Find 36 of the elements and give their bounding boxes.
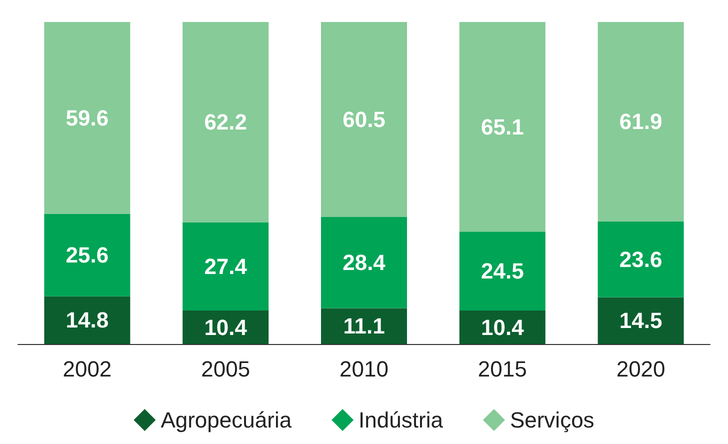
data-label: 59.6	[66, 105, 109, 130]
data-label: 14.8	[66, 308, 109, 333]
bar	[321, 216, 407, 308]
data-label: 28.4	[342, 250, 386, 276]
x-tick-label: 2005	[201, 356, 250, 382]
data-label: 14.5	[619, 308, 662, 334]
bar	[598, 297, 684, 344]
data-label: 23.6	[619, 246, 662, 272]
x-tick-label: 2020	[616, 356, 666, 382]
data-label: 62.2	[204, 110, 248, 135]
bar	[182, 222, 269, 311]
data-label: 27.4	[204, 254, 248, 279]
data-label: 25.6	[66, 242, 109, 268]
data-label: 60.5	[342, 106, 386, 132]
x-tick-label: 2015	[478, 356, 527, 382]
x-tick-label: 2002	[62, 356, 112, 382]
data-label: 61.9	[619, 109, 662, 134]
bar	[182, 22, 269, 222]
legend-label: Indústria	[358, 408, 444, 432]
data-label: 10.4	[204, 314, 248, 340]
bar	[44, 214, 130, 296]
legend-label: Agropecuária	[160, 408, 292, 432]
data-label: 11.1	[343, 314, 385, 339]
legend-label: Serviços	[510, 408, 594, 432]
x-tick-label: 2010	[340, 356, 388, 382]
bar	[321, 308, 407, 344]
bar	[44, 22, 130, 214]
bar	[459, 232, 546, 311]
data-label: 10.4	[480, 314, 525, 340]
bar	[598, 22, 684, 222]
bar	[44, 296, 130, 344]
bar	[459, 22, 546, 232]
bar	[321, 22, 407, 217]
bar	[598, 221, 684, 298]
data-label: 24.5	[480, 258, 524, 284]
data-label: 65.1	[480, 114, 524, 140]
